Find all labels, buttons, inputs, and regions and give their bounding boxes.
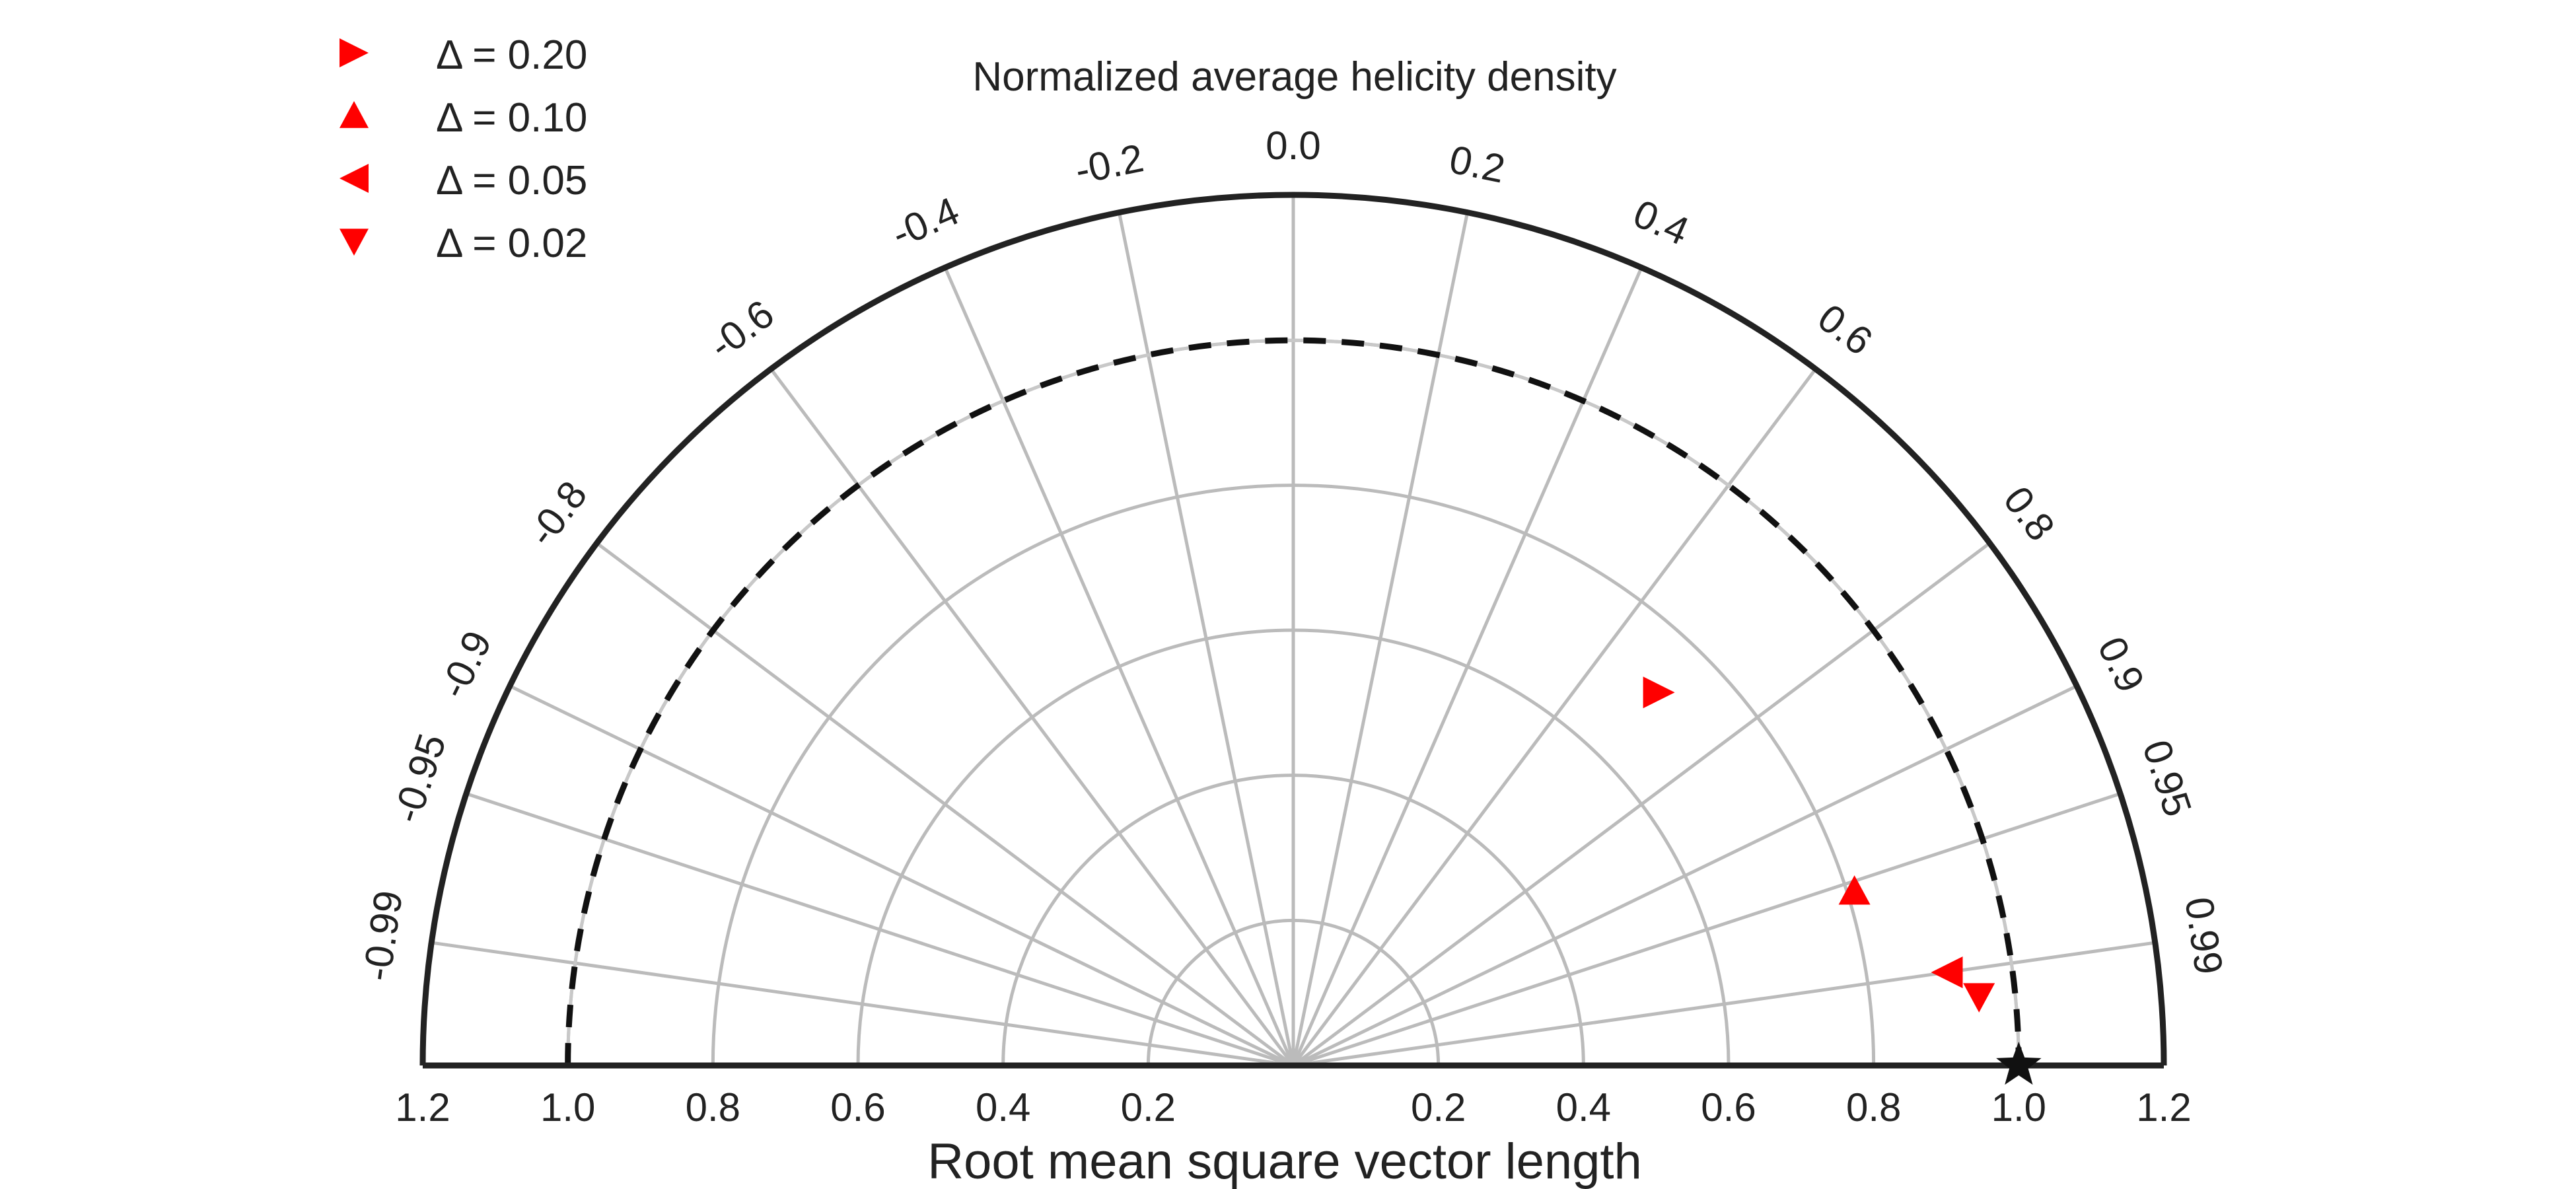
angular-tick-label: -0.8 xyxy=(519,473,596,554)
angular-grid-line xyxy=(466,792,1294,1067)
angular-tick-label: 0.6 xyxy=(1810,295,1880,364)
frame-layer xyxy=(419,192,2167,1069)
angular-tick-label: 0.0 xyxy=(1266,124,1320,168)
legend-marker-triangle-left xyxy=(340,164,369,193)
angular-tick-label: 0.4 xyxy=(1627,191,1695,254)
angular-grid-line xyxy=(769,368,1295,1067)
legend-label: Δ = 0.20 xyxy=(436,32,587,78)
radial-tick-label: 0.8 xyxy=(1846,1085,1901,1130)
radial-tick-label: 0.8 xyxy=(686,1085,740,1130)
angular-tick-label: -0.99 xyxy=(354,888,411,984)
radial-tick-label: 0.4 xyxy=(1556,1085,1611,1130)
radial-tick-label: 1.2 xyxy=(2136,1085,2191,1130)
x-axis-label: Root mean square vector length xyxy=(927,1134,1642,1189)
legend-label: Δ = 0.10 xyxy=(436,95,587,141)
point-layer xyxy=(1643,676,2042,1085)
outer-arc xyxy=(419,192,2167,1066)
legend-marker-triangle-down xyxy=(340,229,369,256)
legend: Δ = 0.20 Δ = 0.10 Δ = 0.05 Δ = 0.02 xyxy=(340,32,587,266)
angular-tick-label: 0.95 xyxy=(2134,735,2200,822)
angular-grid-line xyxy=(1292,542,1991,1067)
reference-point-star xyxy=(1996,1042,2042,1085)
reference-arc-base xyxy=(566,338,2021,1066)
radial-tick-label: 1.0 xyxy=(1991,1085,2046,1130)
angular-grid-line xyxy=(1293,792,2121,1067)
angular-tick-label: 0.99 xyxy=(2176,894,2231,977)
angular-grid-line xyxy=(596,542,1295,1067)
data-point-triangle-down xyxy=(1963,983,1995,1013)
radial-tick-label: 0.6 xyxy=(1701,1085,1756,1130)
angular-tick-label: -0.4 xyxy=(885,188,966,256)
angular-tick-label: -0.9 xyxy=(431,624,500,705)
data-point-triangle-up xyxy=(1838,875,1871,905)
angular-grid-line xyxy=(1291,267,1643,1066)
radial-tick-label: 1.2 xyxy=(395,1085,450,1130)
legend-label: Δ = 0.05 xyxy=(436,158,587,203)
grid-layer xyxy=(431,195,2156,1067)
angular-tick-label: -0.2 xyxy=(1071,135,1147,192)
radial-tick-label: 0.4 xyxy=(976,1085,1030,1130)
data-point-triangle-right xyxy=(1643,676,1675,709)
legend-marker-triangle-up xyxy=(340,101,369,128)
angular-tick-label: 0.9 xyxy=(2089,630,2153,699)
angular-tick-label: -0.95 xyxy=(384,729,454,828)
angular-tick-label: -0.6 xyxy=(701,291,782,368)
angular-grid-line xyxy=(943,267,1295,1066)
angular-tick-label: 0.8 xyxy=(1995,478,2063,549)
angular-grid-line xyxy=(1292,368,1817,1067)
radial-tick-label: 0.6 xyxy=(830,1085,885,1130)
data-point-triangle-left xyxy=(1931,956,1963,988)
legend-label: Δ = 0.02 xyxy=(436,221,587,266)
angular-tick-label: 0.2 xyxy=(1446,137,1509,191)
radial-tick-label: 1.0 xyxy=(540,1085,595,1130)
chart-title: Normalized average helicity density xyxy=(972,54,1616,100)
legend-marker-triangle-right xyxy=(340,38,369,67)
radial-tick-label: 0.2 xyxy=(1411,1085,1466,1130)
tick-layer: 1.2 1.0 0.8 0.6 0.4 0.2 0.2 0.4 0.6 0.8 1.0 1.2 -0.9… xyxy=(354,124,2231,1130)
radial-tick-label: 0.2 xyxy=(1121,1085,1176,1130)
